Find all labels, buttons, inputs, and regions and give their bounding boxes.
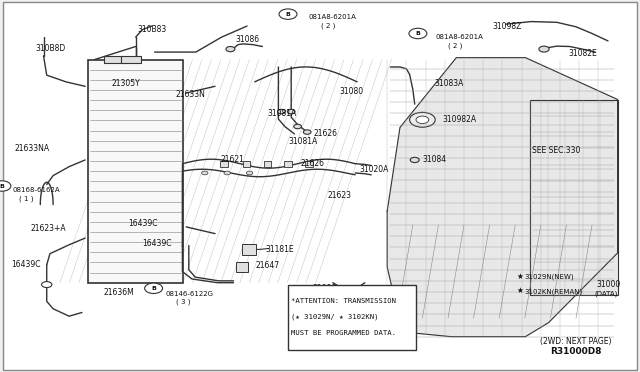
Text: 31082E: 31082E: [568, 49, 597, 58]
Text: (★ 31029N/ ★ 3102KN): (★ 31029N/ ★ 3102KN): [291, 314, 378, 320]
Bar: [104, 56, 124, 63]
Circle shape: [410, 157, 419, 163]
Circle shape: [287, 109, 295, 114]
Text: 31029N(NEW): 31029N(NEW): [525, 274, 575, 280]
Bar: [122, 56, 141, 63]
Text: ( 1 ): ( 1 ): [19, 196, 34, 202]
Circle shape: [278, 109, 285, 114]
Circle shape: [145, 283, 163, 294]
Bar: [264, 161, 271, 167]
Text: B: B: [151, 286, 156, 291]
Text: 16439C: 16439C: [128, 219, 157, 228]
Bar: [220, 161, 228, 167]
Text: 21633NA: 21633NA: [14, 144, 49, 153]
Text: 21636M: 21636M: [104, 288, 134, 296]
Text: 31081A: 31081A: [268, 109, 297, 118]
Bar: [305, 161, 313, 167]
Text: 31083A: 31083A: [434, 79, 463, 88]
Text: 16439C: 16439C: [12, 260, 41, 269]
Text: 310982A: 310982A: [443, 115, 477, 124]
Text: 21626: 21626: [314, 129, 338, 138]
Text: B: B: [285, 12, 291, 17]
Circle shape: [279, 9, 297, 19]
Text: ★: ★: [516, 286, 523, 295]
Text: B: B: [0, 183, 4, 189]
Bar: [243, 161, 250, 167]
Circle shape: [42, 282, 52, 288]
Text: 08146-6122G: 08146-6122G: [165, 291, 213, 297]
Circle shape: [416, 116, 429, 124]
Circle shape: [303, 130, 311, 134]
Circle shape: [539, 46, 549, 52]
Text: (DATA): (DATA): [594, 291, 618, 297]
Text: 31181E: 31181E: [266, 245, 294, 254]
Text: ( 3 ): ( 3 ): [176, 299, 191, 305]
Polygon shape: [387, 58, 618, 337]
Text: 31084: 31084: [422, 155, 447, 164]
Text: 08168-6162A: 08168-6162A: [13, 187, 60, 193]
Text: 31081A: 31081A: [288, 137, 317, 146]
Text: 310B8D: 310B8D: [35, 44, 65, 53]
Bar: [288, 285, 416, 350]
Text: 21633N: 21633N: [176, 90, 206, 99]
Text: ( 2 ): ( 2 ): [448, 43, 462, 49]
Text: (2WD: NEXT PAGE): (2WD: NEXT PAGE): [540, 337, 612, 346]
Text: 16439C: 16439C: [142, 239, 172, 248]
Text: 21621: 21621: [221, 155, 244, 164]
Bar: [242, 244, 256, 255]
Text: B: B: [415, 31, 420, 36]
Text: R31000D8: R31000D8: [550, 347, 602, 356]
Circle shape: [224, 171, 230, 175]
Text: 310B83: 310B83: [138, 25, 167, 34]
Text: 3102KN(REMAN): 3102KN(REMAN): [525, 289, 583, 295]
Text: 31098Z: 31098Z: [493, 22, 522, 31]
Circle shape: [226, 46, 235, 52]
Text: 31009: 31009: [312, 284, 337, 293]
Circle shape: [246, 171, 253, 175]
Text: MUST BE PROGRAMMED DATA.: MUST BE PROGRAMMED DATA.: [291, 330, 396, 336]
Text: 081A8-6201A: 081A8-6201A: [435, 34, 483, 40]
Text: 21647: 21647: [256, 262, 280, 270]
Text: 31000: 31000: [596, 280, 621, 289]
Text: 31080: 31080: [339, 87, 364, 96]
Bar: [284, 161, 292, 167]
Text: SEE SEC.330: SEE SEC.330: [532, 146, 581, 155]
Text: 31020A: 31020A: [360, 165, 389, 174]
Text: 081A8-6201A: 081A8-6201A: [308, 14, 356, 20]
Circle shape: [409, 28, 427, 39]
Text: 21623+A: 21623+A: [31, 224, 67, 233]
Text: ( 2 ): ( 2 ): [321, 23, 335, 29]
Text: ★: ★: [516, 272, 523, 281]
Text: 31086: 31086: [236, 35, 260, 44]
Text: 21305Y: 21305Y: [112, 79, 141, 88]
Bar: [530, 100, 618, 295]
Bar: [88, 60, 183, 283]
Bar: [236, 262, 248, 272]
Text: 21626: 21626: [301, 159, 324, 168]
Text: 31020A: 31020A: [351, 324, 380, 333]
Circle shape: [202, 171, 208, 175]
Text: 21623: 21623: [328, 191, 352, 200]
Circle shape: [410, 112, 435, 127]
Text: *ATTENTION: TRANSMISSION: *ATTENTION: TRANSMISSION: [291, 298, 396, 304]
Circle shape: [0, 181, 11, 191]
Circle shape: [294, 124, 301, 129]
